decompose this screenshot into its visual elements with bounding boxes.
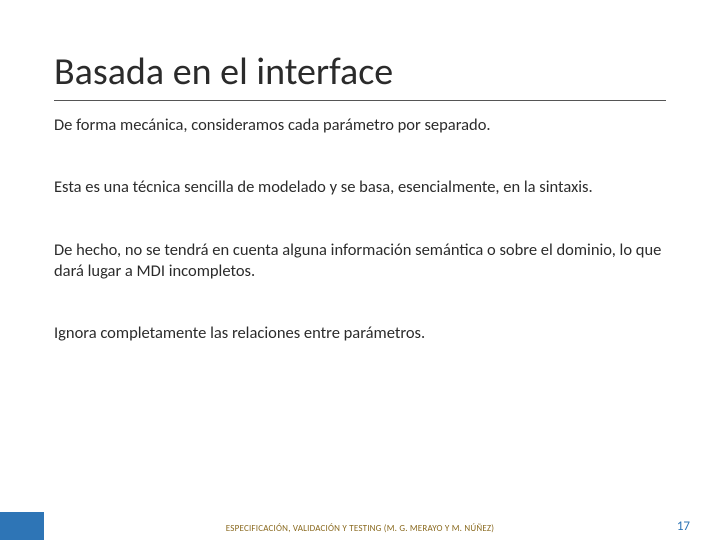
slide-footer: ESPECIFICACIÓN, VALIDACIÓN Y TESTING (M.…: [0, 512, 720, 540]
paragraph: Esta es una técnica sencilla de modelado…: [54, 177, 666, 198]
paragraph: De forma mecánica, consideramos cada par…: [54, 115, 666, 136]
title-underline: [54, 100, 666, 101]
page-number: 17: [677, 519, 690, 534]
paragraph: Ignora completamente las relaciones entr…: [54, 323, 666, 344]
footer-text: ESPECIFICACIÓN, VALIDACIÓN Y TESTING (M.…: [0, 523, 720, 534]
slide-title: Basada en el interface: [54, 52, 666, 94]
slide: Basada en el interface De forma mecánica…: [0, 0, 720, 540]
paragraph: De hecho, no se tendrá en cuenta alguna …: [54, 240, 666, 281]
slide-body: De forma mecánica, consideramos cada par…: [54, 115, 666, 344]
